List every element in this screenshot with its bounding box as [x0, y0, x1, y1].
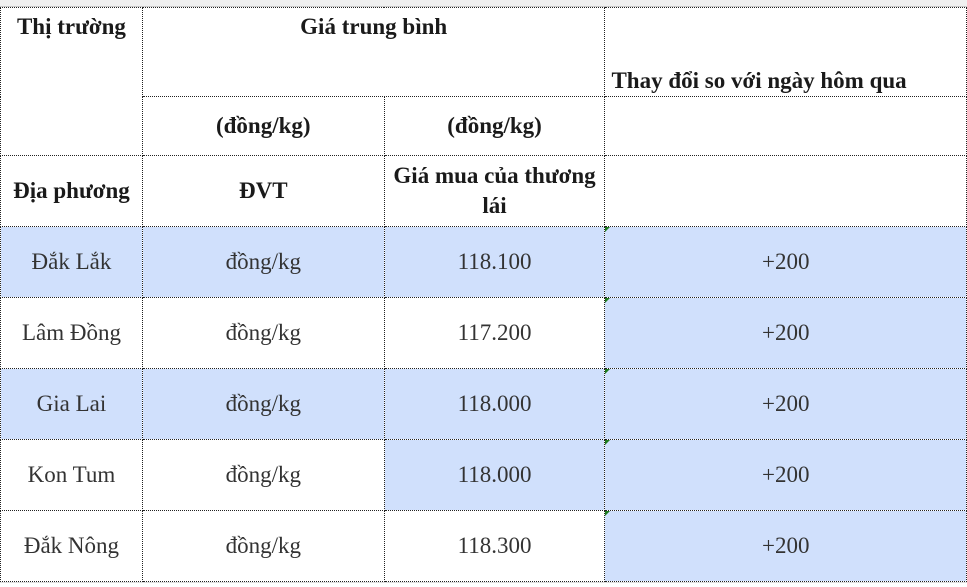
change-cell[interactable]: +200: [604, 510, 967, 582]
error-indicator-icon: [605, 227, 611, 232]
price-cell[interactable]: 117.200: [383, 297, 606, 369]
locality-cell[interactable]: Đắk Lắk: [0, 226, 143, 298]
table-row: Đắk Lắk đồng/kg 118.100 +200: [0, 226, 967, 298]
price-cell[interactable]: 118.000: [383, 368, 606, 440]
change-cell[interactable]: +200: [604, 368, 967, 440]
table-row: Lâm Đồng đồng/kg 117.200 +200: [0, 297, 967, 369]
change-value: +200: [761, 391, 810, 416]
unit-cell[interactable]: đồng/kg: [141, 510, 385, 582]
unit-cell[interactable]: đồng/kg: [141, 368, 385, 440]
empty-cell[interactable]: [604, 155, 967, 227]
header-change[interactable]: Thay đổi so với ngày hôm qua: [604, 7, 967, 97]
locality-cell[interactable]: Kon Tum: [0, 439, 143, 511]
change-cell[interactable]: +200: [604, 439, 967, 511]
locality-cell[interactable]: Đắk Nông: [0, 510, 143, 582]
empty-grid-row: [0, 582, 967, 587]
unit-cell[interactable]: đồng/kg: [141, 439, 385, 511]
unit-cell[interactable]: đồng/kg: [141, 226, 385, 298]
change-value: +200: [761, 462, 810, 487]
header-avg-price[interactable]: Giá trung bình: [141, 7, 606, 97]
table-row: Đắk Nông đồng/kg 118.300 +200: [0, 510, 967, 582]
header-unit-1[interactable]: (đồng/kg): [141, 96, 385, 156]
header-market[interactable]: Thị trường: [0, 7, 143, 156]
locality-cell[interactable]: Gia Lai: [0, 368, 143, 440]
change-cell[interactable]: +200: [604, 297, 967, 369]
error-indicator-icon: [605, 369, 611, 374]
header-locality[interactable]: Địa phương: [0, 155, 143, 227]
change-cell[interactable]: +200: [604, 226, 967, 298]
unit-cell[interactable]: đồng/kg: [141, 297, 385, 369]
change-value: +200: [761, 533, 810, 558]
error-indicator-icon: [605, 511, 611, 516]
header-unit-2[interactable]: (đồng/kg): [383, 96, 606, 156]
header-trader-price[interactable]: Giá mua của thương lái: [383, 155, 606, 227]
table-row: Kon Tum đồng/kg 118.000 +200: [0, 439, 967, 511]
column-header-bar: [0, 0, 967, 7]
header-dvt[interactable]: ĐVT: [141, 155, 385, 227]
locality-cell[interactable]: Lâm Đồng: [0, 297, 143, 369]
empty-cell[interactable]: [604, 96, 967, 156]
coffee-price-table: Thị trường Giá trung bình Thay đổi so vớ…: [0, 7, 967, 582]
error-indicator-icon: [605, 298, 611, 303]
price-cell[interactable]: 118.000: [383, 439, 606, 511]
table-row: Gia Lai đồng/kg 118.000 +200: [0, 368, 967, 440]
error-indicator-icon: [605, 440, 611, 445]
change-value: +200: [761, 249, 810, 274]
change-value: +200: [761, 320, 810, 345]
price-cell[interactable]: 118.300: [383, 510, 606, 582]
price-cell[interactable]: 118.100: [383, 226, 606, 298]
